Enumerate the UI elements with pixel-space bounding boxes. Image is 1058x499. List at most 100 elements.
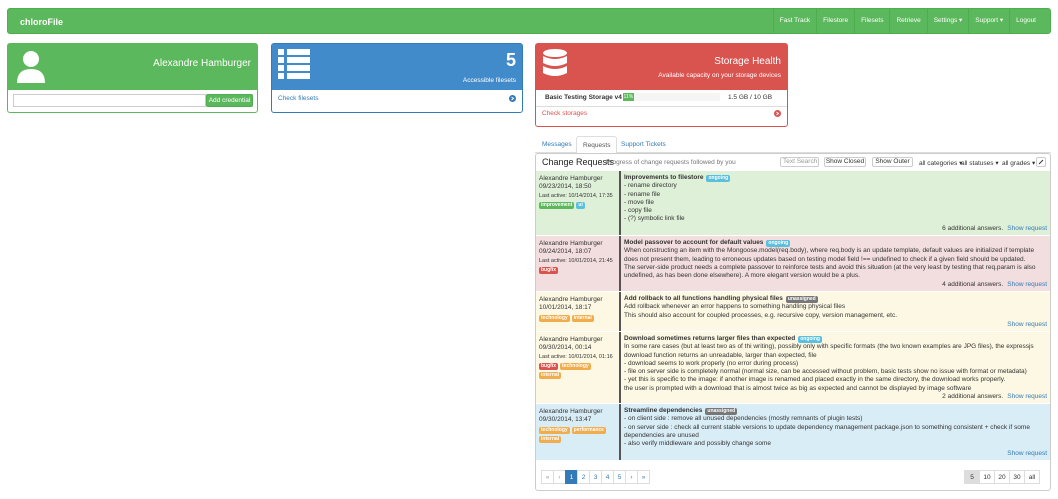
author: Alexandre Hamburger [539,240,603,247]
credential-input[interactable] [13,94,206,107]
show-request-link[interactable]: Show request [1007,281,1047,288]
date: 09/23/2014, 18:50 [539,183,592,191]
tags: bugfix [539,265,616,275]
grade-dropdown[interactable]: all grades ▾ [1002,160,1036,167]
request-meta: Alexandre Hamburger 09/23/2014, 18:50 Last… [536,171,621,235]
date: 10/01/2014, 18:17 [539,304,592,312]
request-footer: 4 additional answers. Show request [942,281,1047,288]
nav-item[interactable]: Filesets [854,9,889,33]
storage-name: Basic Testing Storage v4 [545,94,622,101]
status-dropdown[interactable]: all statuses ▾ [961,160,999,167]
page-size-button[interactable]: 5 [964,470,980,484]
tab[interactable]: Support Tickets [621,141,666,148]
request-list: Alexandre Hamburger 09/23/2014, 18:50 Last… [536,171,1050,461]
request-body: Model passover to account for default va… [621,236,1050,291]
request-heading: Add rollback to all functions handling p… [624,295,1047,303]
storage-subtitle: Available capacity on your storage devic… [658,72,781,79]
request-meta: Alexandre Hamburger 09/24/2014, 18:07 Last… [536,236,621,291]
show-outer-button[interactable]: Show Outer [872,157,913,167]
brand[interactable]: chloroFile [20,17,64,27]
panel-header: Storage Health Available capacity on you… [536,44,787,90]
show-request-link[interactable]: Show request [1007,450,1047,457]
page-size-button[interactable]: 20 [994,470,1010,484]
nav-item[interactable]: Logout [1009,9,1042,33]
show-request-link[interactable]: Show request [1007,225,1047,232]
nav-item[interactable]: Filestore [816,9,854,33]
show-request-link[interactable]: Show request [1007,393,1047,400]
status-label: unassigned [785,296,818,303]
progress-bar: 11% [623,93,634,101]
user-panel: Alexandre Hamburger Add credential [7,43,258,113]
add-credential-button[interactable]: Add credential [206,94,253,107]
fileset-label: Accessible filesets [462,77,516,84]
page-size-button[interactable]: 30 [1009,470,1025,484]
panel-header: 5 Accessible filesets [272,44,522,90]
progress-track: 11% [623,93,720,101]
request-row: Alexandre Hamburger 10/01/2014, 18:17 tech… [536,292,1050,332]
page-size-button[interactable]: all [1024,470,1040,484]
nav-items: Fast Track Filestore Filesets Retrieve Setti… [772,9,1042,33]
request-body: Streamline dependencies unassigned - on cl… [621,404,1050,460]
tag: technology [539,426,570,434]
nav-item[interactable]: Settings ▾ [926,9,969,33]
database-icon [543,49,567,76]
show-request-link[interactable]: Show request [1007,321,1047,328]
show-closed-button[interactable]: Show Closed [824,157,866,167]
request-body: Download sometimes returns larger files … [621,332,1050,403]
request-line: - yet this is specific to the image: if … [624,376,1006,384]
tab[interactable]: Messages [542,141,572,148]
search-input[interactable]: Text Search [780,157,819,167]
request-line: - on server side : check all current sta… [624,423,1030,439]
expand-button[interactable] [1036,157,1046,167]
navbar: chloroFile Fast Track Filestore Filesets Re… [7,8,1051,34]
nav-item[interactable]: Support ▾ [968,9,1009,33]
tags: improvement ui [539,200,616,210]
request-line: - also verify middleware and possibly ch… [624,440,772,448]
request-footer: Show request [1003,450,1047,457]
request-meta: Alexandre Hamburger 09/30/2014, 00:14 Last… [536,332,621,403]
tag: internal [539,372,562,380]
last-active: Last active: 10/01/2014, 21:45 [539,257,613,264]
status-label: ongoing [766,240,791,247]
category-dropdown[interactable]: all categories ▾ [919,160,963,167]
tag: improvement [539,202,575,210]
request-line: - on client side : remove all unused dep… [624,415,863,423]
nav-item[interactable]: Fast Track [772,9,816,33]
check-storages-link[interactable]: Check storages [542,110,588,117]
tags: bugfix technologyinternal [539,361,616,380]
tag: internal [539,435,562,443]
last-active: Last active: 10/14/2014, 17:35 [539,192,613,199]
request-line: - rename file [624,190,661,198]
request-title: Streamline dependencies [624,407,703,414]
request-footer: Show request [1003,321,1047,328]
status-label: unassigned [705,408,738,415]
request-heading: Model passover to account for default va… [624,239,1047,247]
page-button[interactable]: » [637,470,650,484]
request-line: - file on server side is completely norm… [624,368,1027,376]
page-button[interactable]: 1 [565,470,578,484]
tag: technology [539,314,570,322]
last-active: Last active: 10/01/2014, 01:16 [539,353,613,360]
request-line: - rename directory [624,182,677,190]
request-line: Add rollback whenever an error happens t… [624,303,846,311]
answers-count: 2 additional answers. [942,393,1004,400]
tag: bugfix [539,363,558,371]
storage-panel: Storage Health Available capacity on you… [535,43,788,127]
tab-active[interactable]: Requests [576,136,618,155]
page-size: 5 10 20 30 all [964,470,1040,484]
arrow-icon [509,95,516,102]
request-line: In some rare cases (but at least two as … [624,343,1034,359]
check-filesets-link[interactable]: Check filesets [278,95,319,102]
tags: technology performance internal [539,425,616,443]
filesets-panel: 5 Accessible filesets Check filesets [271,43,523,113]
nav-item[interactable]: Retrieve [889,9,926,33]
answers-count: 4 additional answers. [942,281,1004,288]
request-line: - copy file [624,207,652,215]
request-heading: Download sometimes returns larger files … [624,335,1047,343]
pagination: «‹ 1 2 3 4 5 ›» [541,470,650,484]
panel-header: Alexandre Hamburger [8,44,257,90]
page-size-button[interactable]: 10 [979,470,995,484]
request-line: This should also account for coupled pro… [624,311,898,319]
divider [536,106,787,107]
